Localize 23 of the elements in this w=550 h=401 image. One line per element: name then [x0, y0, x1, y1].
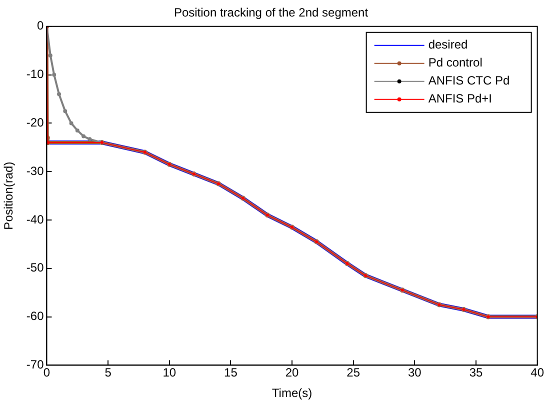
y-tick-label: -10: [26, 67, 44, 82]
y-axis-title: Position(rad): [2, 162, 16, 230]
x-tick-label: 25: [346, 366, 360, 380]
x-tick-label: 15: [224, 366, 238, 380]
y-tick-label: -20: [26, 116, 44, 130]
x-tick-label: 10: [162, 366, 176, 380]
chart-title: Position tracking of the 2nd segment: [174, 6, 369, 20]
y-tick-label: -50: [26, 260, 44, 275]
y-tick-label: -30: [26, 164, 44, 178]
x-tick-label: 5: [104, 366, 112, 380]
x-tick-label: 30: [408, 366, 422, 380]
x-axis-title: Time(s): [272, 386, 312, 400]
x-tick-label: 20: [285, 366, 300, 380]
y-tick-label: 0: [37, 18, 44, 33]
y-tick-label: -60: [26, 309, 44, 324]
legend-label: desired: [428, 38, 468, 52]
legend-label: Pd control: [428, 56, 482, 70]
y-tick-label: -40: [26, 212, 44, 226]
legend-label: ANFIS Pd+I: [428, 92, 492, 106]
y-tick-label: -70: [26, 358, 44, 372]
legend-label: ANFIS CTC Pd: [428, 74, 510, 88]
x-tick-label: 35: [469, 366, 483, 380]
x-tick-label: 40: [530, 366, 544, 380]
